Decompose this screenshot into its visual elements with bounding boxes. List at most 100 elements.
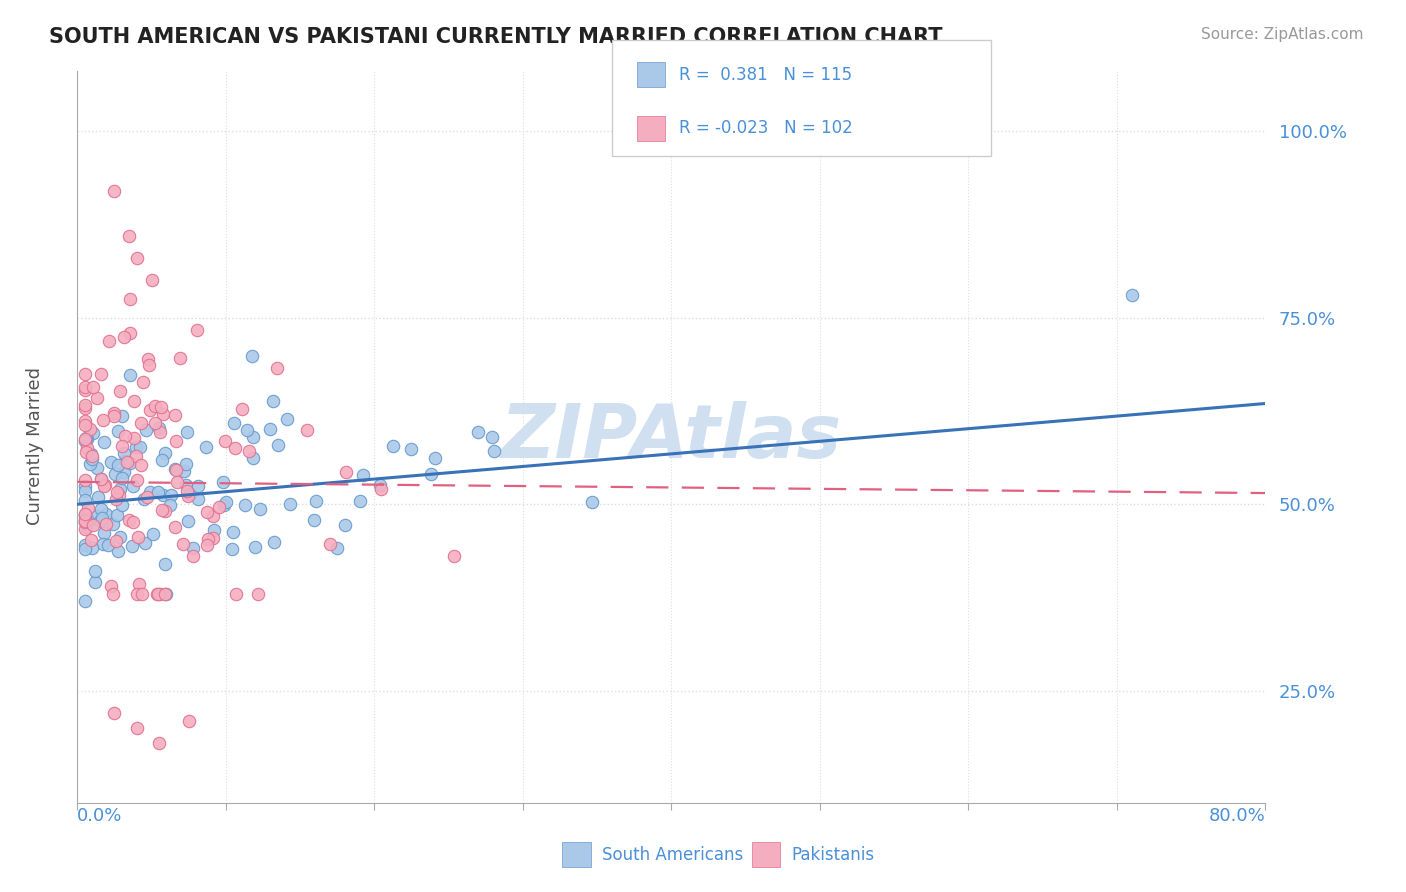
Point	[138, 358, 160, 372]
Text: SOUTH AMERICAN VS PAKISTANI CURRENTLY MARRIED CORRELATION CHART: SOUTH AMERICAN VS PAKISTANI CURRENTLY MA…	[49, 27, 942, 46]
Point	[131, 587, 153, 601]
Point	[278, 497, 301, 511]
Point	[146, 587, 169, 601]
Point	[266, 361, 288, 376]
Point	[104, 533, 127, 548]
Point	[325, 541, 347, 555]
Point	[215, 495, 238, 509]
Text: Pakistanis: Pakistanis	[792, 846, 875, 863]
Point	[124, 394, 146, 409]
Point	[101, 516, 124, 531]
Point	[481, 430, 503, 444]
Point	[122, 432, 145, 446]
Point	[352, 468, 374, 483]
Point	[82, 518, 104, 533]
Point	[80, 541, 103, 555]
Point	[165, 462, 187, 476]
Point	[114, 454, 136, 468]
Point	[155, 504, 177, 518]
Point	[110, 530, 132, 544]
Point	[118, 368, 141, 383]
Point	[152, 408, 174, 422]
Point	[73, 512, 96, 526]
Point	[80, 533, 103, 548]
Point	[117, 513, 139, 527]
Point	[238, 444, 260, 458]
Point	[148, 421, 170, 435]
Point	[73, 514, 96, 528]
Point	[195, 440, 218, 454]
Point	[75, 478, 97, 492]
Point	[148, 736, 170, 750]
Point	[79, 422, 101, 436]
Point	[163, 519, 186, 533]
Point	[153, 587, 176, 601]
Point	[174, 478, 197, 492]
Point	[77, 500, 100, 515]
Point	[176, 483, 198, 498]
Point	[197, 532, 219, 546]
Point	[152, 488, 174, 502]
Point	[75, 445, 97, 459]
Point	[73, 507, 96, 521]
Text: R =  0.381   N = 115: R = 0.381 N = 115	[679, 66, 852, 84]
Point	[111, 409, 134, 424]
Point	[225, 587, 247, 601]
Point	[142, 527, 165, 541]
Point	[333, 518, 356, 533]
Point	[73, 367, 96, 381]
Point	[127, 529, 149, 543]
Point	[90, 367, 112, 381]
Point	[149, 425, 172, 439]
Point	[165, 434, 187, 449]
Point	[125, 587, 148, 601]
Point	[132, 491, 155, 506]
Point	[125, 474, 148, 488]
Point	[155, 557, 177, 571]
Point	[143, 416, 166, 430]
Point	[302, 513, 325, 527]
Point	[103, 706, 125, 721]
Point	[349, 494, 371, 508]
Point	[249, 501, 271, 516]
Point	[136, 490, 159, 504]
Point	[73, 398, 96, 412]
Point	[110, 482, 132, 496]
Point	[73, 522, 96, 536]
Point	[169, 351, 191, 365]
Point	[136, 351, 159, 366]
Point	[118, 228, 141, 243]
Point	[176, 425, 198, 439]
Point	[79, 457, 101, 471]
Point	[319, 537, 342, 551]
Point	[276, 412, 298, 426]
Point	[82, 426, 104, 441]
Point	[163, 408, 186, 422]
Point	[335, 465, 357, 479]
Point	[73, 473, 96, 487]
Point	[91, 413, 114, 427]
Point	[202, 524, 225, 538]
Point	[207, 500, 229, 514]
Point	[187, 478, 209, 492]
Point	[231, 402, 253, 417]
Point	[112, 465, 135, 479]
Point	[107, 485, 129, 500]
Point	[202, 509, 225, 524]
Point	[149, 587, 172, 601]
Point	[381, 439, 404, 453]
Point	[73, 432, 96, 446]
Point	[98, 334, 121, 348]
Point	[94, 516, 117, 531]
Point	[82, 380, 104, 394]
Point	[150, 453, 173, 467]
Point	[267, 438, 290, 452]
Point	[139, 403, 162, 417]
Point	[467, 425, 489, 440]
Point	[150, 400, 173, 414]
Point	[80, 447, 103, 461]
Text: ZIPAtlas: ZIPAtlas	[501, 401, 842, 474]
Point	[112, 446, 135, 460]
Point	[129, 458, 152, 472]
Point	[177, 515, 200, 529]
